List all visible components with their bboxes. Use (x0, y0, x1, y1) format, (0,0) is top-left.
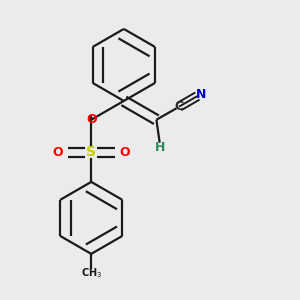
Text: S: S (86, 146, 96, 160)
Text: H: H (154, 141, 165, 154)
Text: O: O (86, 113, 97, 126)
Text: N: N (196, 88, 207, 101)
Text: O: O (119, 146, 130, 159)
Text: O: O (52, 146, 63, 159)
Text: CH$_3$: CH$_3$ (81, 267, 102, 280)
Text: C: C (175, 100, 184, 113)
